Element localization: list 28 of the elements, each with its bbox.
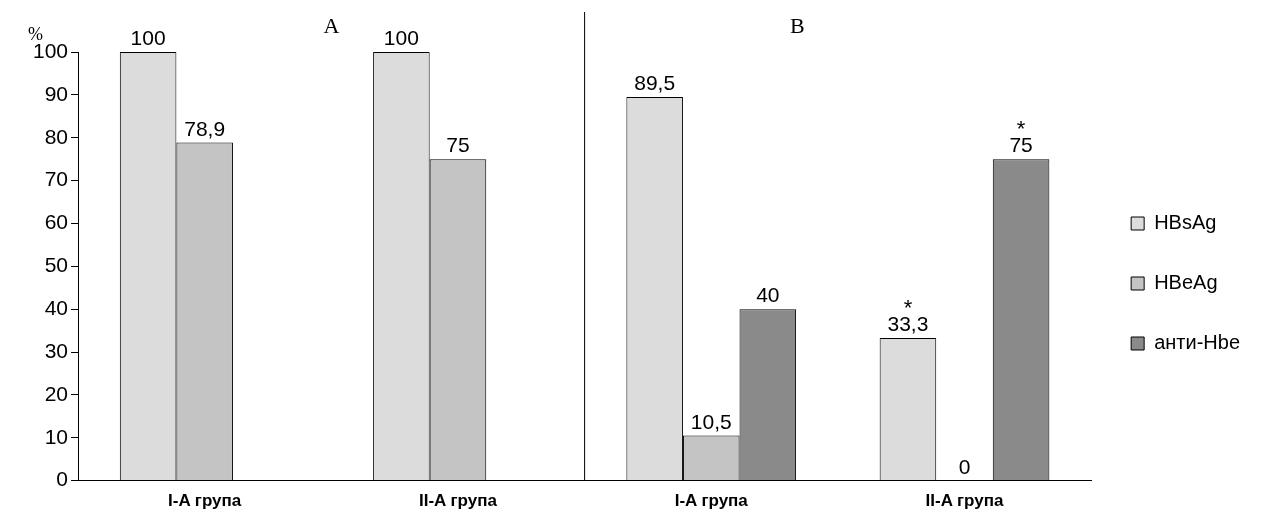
legend-label: анти-Hbe	[1154, 331, 1241, 354]
data-label: 100	[130, 26, 166, 50]
data-label: 100	[383, 26, 419, 50]
y-tick-label: 20	[44, 381, 69, 405]
data-label: 40	[756, 283, 780, 307]
text: A	[323, 12, 340, 38]
y-tick-label: 90	[44, 81, 69, 105]
y-axis-title: %	[28, 23, 43, 44]
legend-label: HBeAg	[1154, 271, 1218, 294]
y-tick-label: 80	[44, 124, 69, 148]
y-tick-label: 60	[44, 210, 69, 234]
data-label: 0	[958, 454, 971, 478]
y-tick-label: 70	[44, 167, 69, 191]
x-tick-label: II-A група	[419, 491, 498, 511]
x-tick-label: I-A група	[674, 491, 749, 511]
y-tick-label: 10	[44, 424, 69, 448]
data-label: 10,5	[690, 409, 732, 433]
y-tick-label: 40	[44, 295, 69, 319]
legend-label: HBsAg	[1154, 211, 1217, 234]
x-tick-label: I-A група	[168, 491, 242, 511]
data-label: 75	[446, 133, 470, 157]
y-tick-label: 0	[56, 467, 69, 491]
data-label: 89,5	[634, 71, 676, 95]
data-label: 78,9	[184, 116, 226, 140]
y-tick-label: 50	[44, 253, 69, 277]
y-tick-label: 30	[44, 338, 69, 362]
text: B	[790, 12, 805, 38]
x-tick-label: II-A група	[925, 491, 1004, 511]
